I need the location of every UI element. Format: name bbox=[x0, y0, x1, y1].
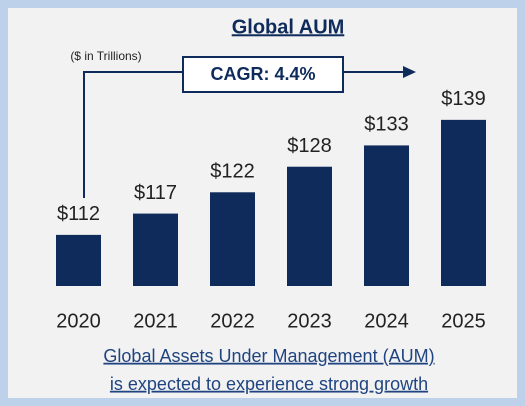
arrow-head bbox=[403, 66, 416, 78]
bar bbox=[287, 166, 332, 286]
bar bbox=[133, 213, 178, 286]
bar bbox=[56, 234, 101, 286]
cagr-label: CAGR: 4.4% bbox=[210, 64, 315, 84]
bar bbox=[441, 119, 486, 286]
chart-title: Global AUM bbox=[232, 16, 345, 38]
x-tick-label: 2025 bbox=[441, 310, 486, 332]
value-label: $128 bbox=[287, 135, 332, 157]
x-tick-label: 2023 bbox=[287, 310, 332, 332]
x-tick-label: 2024 bbox=[364, 310, 409, 332]
subtitle: ($ in Trillions) bbox=[70, 49, 141, 63]
bar bbox=[210, 192, 255, 286]
footnote: Global Assets Under Management (AUM) bbox=[103, 346, 434, 366]
cagr-box bbox=[182, 56, 344, 93]
value-label: $112 bbox=[57, 203, 100, 225]
value-label: $133 bbox=[364, 114, 409, 136]
x-tick-label: 2020 bbox=[56, 310, 101, 332]
bar bbox=[364, 145, 409, 286]
value-label: $117 bbox=[134, 182, 177, 204]
cagr-arrow-left bbox=[83, 71, 183, 198]
footnote: is expected to experience strong growth bbox=[110, 374, 428, 394]
value-label: $122 bbox=[210, 161, 255, 183]
x-tick-label: 2022 bbox=[210, 310, 255, 332]
value-label: $139 bbox=[441, 88, 486, 110]
x-tick-label: 2021 bbox=[133, 310, 178, 332]
